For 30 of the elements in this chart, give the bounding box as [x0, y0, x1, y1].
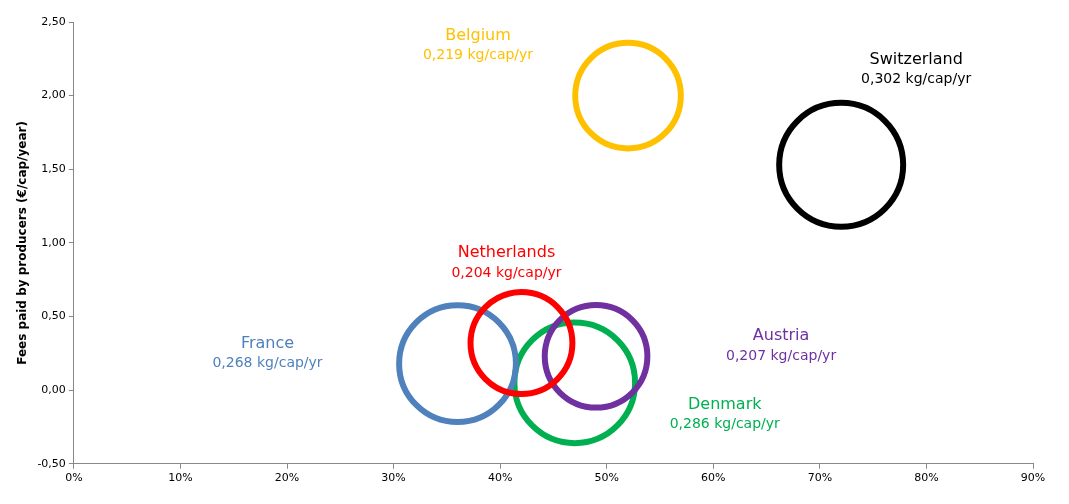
x-tick-label: 70%	[807, 471, 833, 485]
x-tick-label: 50%	[594, 471, 619, 485]
text: Switzerland	[869, 49, 963, 68]
annotation: 0,302 kg/cap/yr	[861, 70, 972, 87]
annotation: 0,207 kg/cap/yr	[725, 346, 837, 363]
annotation: 0,204 kg/cap/yr	[451, 263, 562, 280]
x-tick-label: 80%	[914, 471, 939, 485]
y-tick-label: 0,50	[41, 309, 66, 323]
text: Denmark	[687, 393, 763, 413]
annotation: 0,286 kg/cap/yr	[669, 415, 781, 432]
annotation: 0,268 kg/cap/yr	[212, 354, 323, 371]
text: Belgium	[445, 24, 511, 44]
y-axis-title: Fees paid by producers (€/cap/year)	[15, 121, 30, 365]
y-tick-label: 2,50	[41, 14, 66, 28]
x-tick-label: 60%	[701, 471, 726, 485]
text: France	[240, 332, 295, 352]
x-tick-label: 10%	[168, 471, 193, 485]
y-tick-label: -0,50	[37, 456, 66, 470]
y-tick-label: 0,00	[41, 383, 66, 397]
y-tick-label: 2,00	[41, 88, 66, 102]
x-tick-label: 40%	[487, 471, 513, 485]
x-tick-label: 20%	[274, 471, 300, 485]
y-tick-label: 1,00	[41, 235, 66, 249]
y-tick-label: 1,50	[41, 162, 66, 176]
text: Austria	[752, 325, 810, 345]
x-tick-label: 0%	[65, 471, 83, 485]
text: Netherlands	[457, 242, 556, 262]
x-tick-label: 90%	[1020, 471, 1046, 485]
x-tick-label: 30%	[381, 471, 406, 485]
annotation: 0,219 kg/cap/yr	[422, 46, 534, 63]
